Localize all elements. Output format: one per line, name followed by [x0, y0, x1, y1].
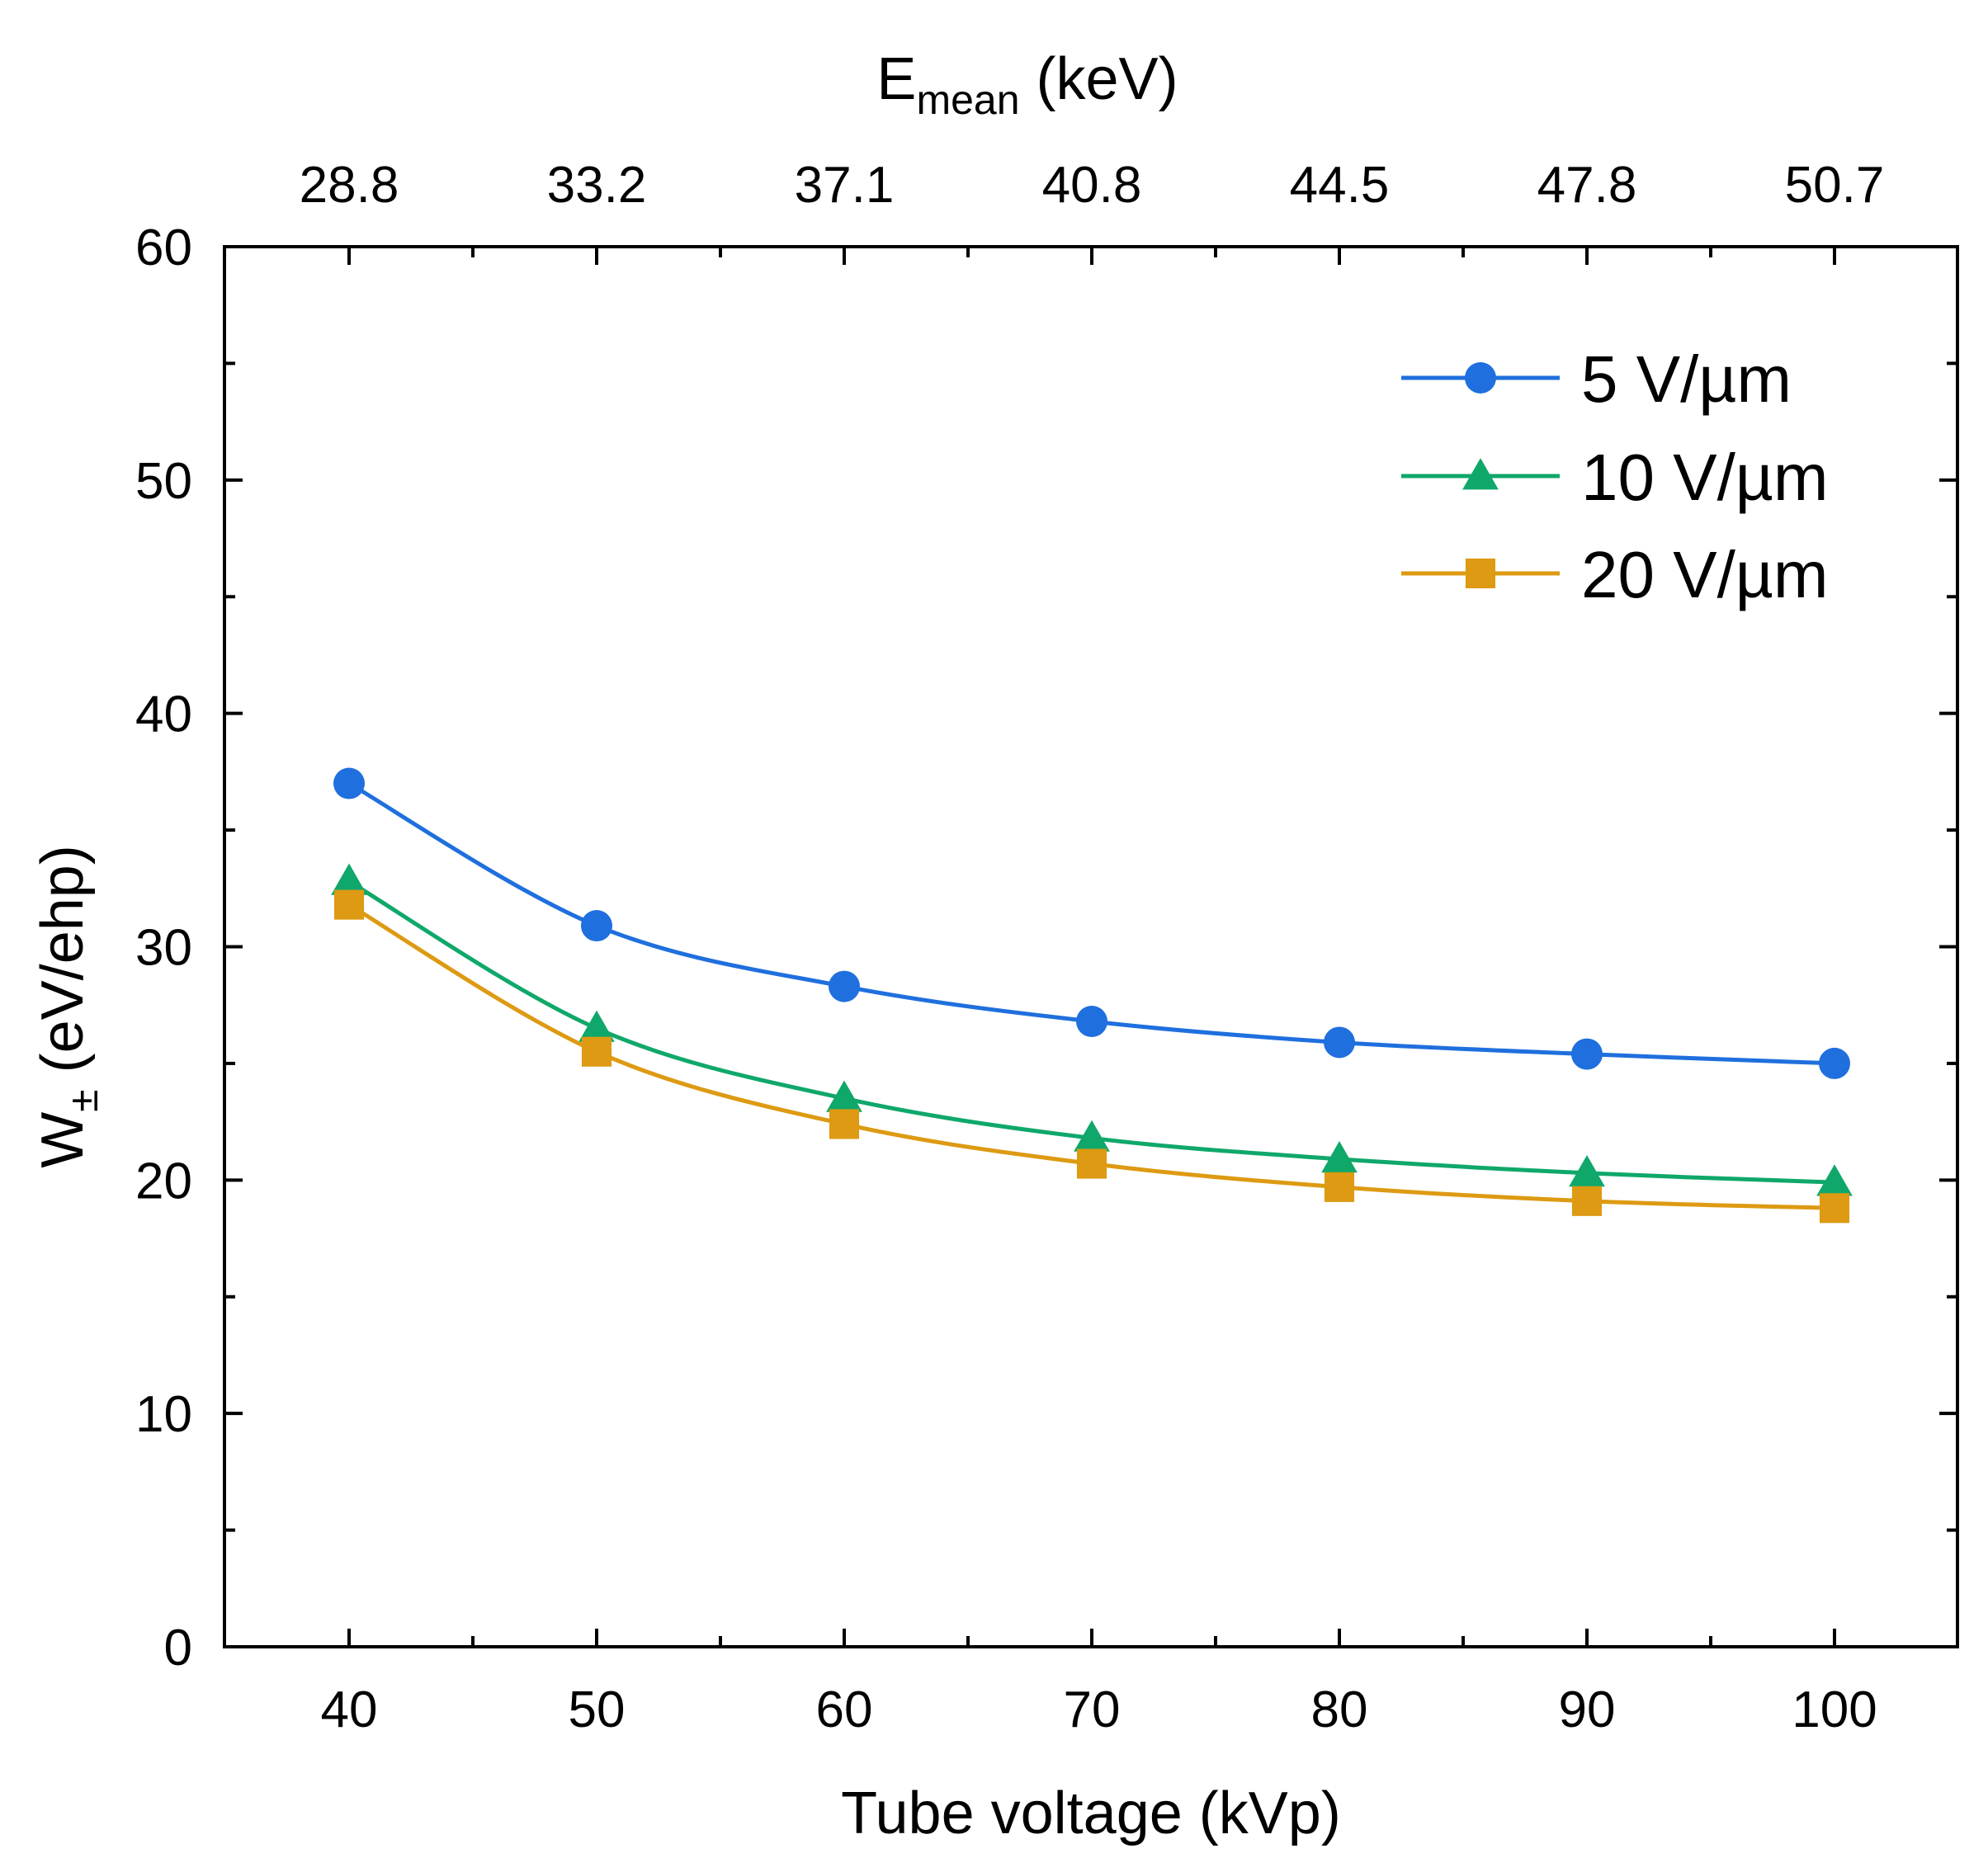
- y-axis-title-sub: ±: [60, 1089, 106, 1111]
- series-2: [333, 889, 1850, 1224]
- x-tick-label: 100: [1792, 1681, 1877, 1738]
- data-point: [1571, 1038, 1603, 1070]
- y-tick-label: 20: [135, 1153, 192, 1210]
- top-tick-label: 33.2: [547, 157, 647, 214]
- y-axis-title: W± (eV/ehp): [30, 845, 106, 1168]
- top-tick-label: 28.8: [300, 157, 399, 214]
- top-axis-title-unit: (keV): [1020, 46, 1178, 112]
- top-tick-label: 40.8: [1042, 157, 1142, 214]
- data-point: [829, 970, 860, 1002]
- legend-item: 20 V/µm: [1401, 538, 1829, 611]
- data-point: [1321, 1141, 1358, 1173]
- data-point: [331, 863, 367, 895]
- legend-label: 10 V/µm: [1581, 441, 1829, 514]
- x-axis-title: Tube voltage (kVp): [841, 1780, 1341, 1846]
- legend-marker: [1465, 558, 1496, 589]
- data-point: [1819, 1047, 1850, 1079]
- data-point: [581, 1036, 612, 1067]
- top-axis-title-main: E: [876, 46, 916, 112]
- y-tick-label: 60: [135, 219, 192, 276]
- data-point: [1076, 1148, 1107, 1179]
- data-point: [1076, 1006, 1107, 1038]
- legend-item: 10 V/µm: [1401, 441, 1829, 514]
- y-tick-label: 0: [164, 1620, 192, 1676]
- legend-item: 5 V/µm: [1401, 342, 1792, 416]
- data-point: [333, 889, 365, 920]
- x-tick-label: 90: [1559, 1681, 1616, 1738]
- data-point: [333, 767, 365, 799]
- y-tick-label: 10: [135, 1386, 192, 1443]
- y-tick-label: 40: [135, 686, 192, 743]
- top-axis-title: Emean (keV): [876, 46, 1178, 123]
- top-tick-label: 47.8: [1537, 157, 1637, 214]
- x-tick-label: 60: [816, 1681, 873, 1738]
- series-1: [331, 863, 1853, 1196]
- x-tick-label: 70: [1064, 1681, 1121, 1738]
- series-0: [333, 767, 1850, 1079]
- data-point: [1816, 1164, 1853, 1196]
- legend-label: 20 V/µm: [1581, 538, 1829, 611]
- data-point: [1324, 1026, 1355, 1059]
- data-point: [829, 1109, 860, 1139]
- top-axis-title-sub: mean: [916, 77, 1019, 123]
- data-point: [581, 910, 612, 942]
- y-tick-label: 30: [135, 920, 192, 977]
- y-axis-title-main: W: [30, 1112, 96, 1168]
- data-point: [1569, 1154, 1605, 1187]
- data-point: [578, 1010, 615, 1042]
- top-tick-label: 37.1: [795, 157, 895, 214]
- x-tick-label: 80: [1311, 1681, 1368, 1738]
- y-axis-title-unit: (eV/ehp): [30, 845, 96, 1089]
- data-point: [1324, 1172, 1355, 1202]
- series-layer: [331, 767, 1853, 1224]
- x-tick-label: 50: [569, 1681, 626, 1738]
- top-tick-label: 44.5: [1290, 157, 1390, 214]
- data-point: [826, 1080, 862, 1112]
- legend-label: 5 V/µm: [1581, 342, 1792, 416]
- top-tick-label: 50.7: [1785, 157, 1885, 214]
- plot-frame: [223, 245, 1959, 1648]
- data-point: [1819, 1193, 1850, 1224]
- legend: 5 V/µm 10 V/µm 20 V/µm: [1401, 342, 1829, 611]
- x-tick-label: 40: [321, 1681, 378, 1738]
- data-point: [1074, 1120, 1110, 1152]
- data-point: [1571, 1186, 1603, 1216]
- y-tick-label: 50: [135, 453, 192, 510]
- legend-marker: [1465, 362, 1496, 394]
- legend-marker: [1462, 458, 1499, 490]
